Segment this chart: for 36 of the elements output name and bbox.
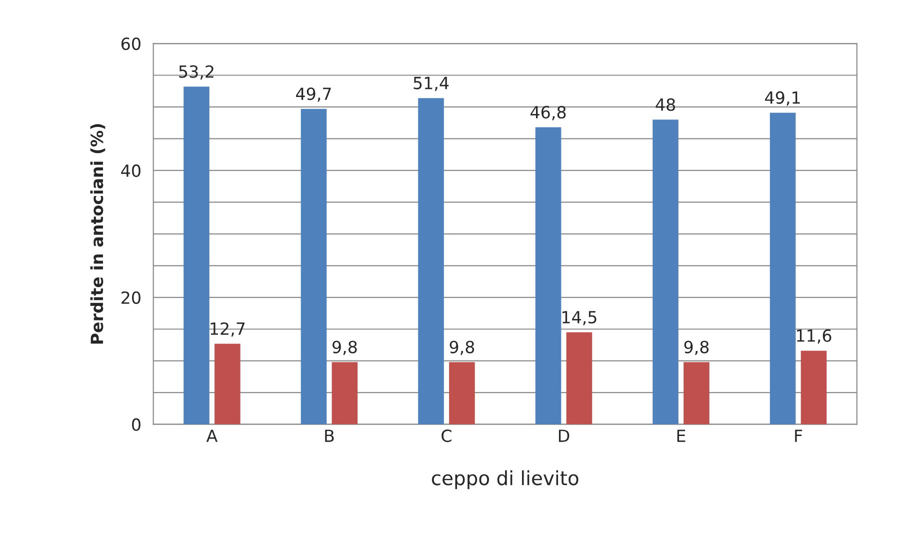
y-tick-label: 20 [122,291,140,304]
y-tick-label: 60 [121,37,140,50]
y-tick-label: 40 [121,164,140,178]
bar [418,98,444,424]
bar [449,362,475,424]
x-axis-title: ceppo di lievito [432,470,578,490]
bar [770,112,796,424]
x-tick-label: F [795,430,802,442]
bar [332,362,358,424]
x-tick-label: C [442,429,452,442]
data-label: 14,5 [562,311,596,326]
x-tick-label: E [677,430,686,442]
data-label: 46,8 [530,106,566,120]
data-label: 48 [656,98,675,111]
bar [566,332,592,424]
data-label: 53,2 [179,65,214,80]
bar [684,362,710,424]
bar [652,120,678,424]
y-tick-label: 0 [132,418,140,431]
data-label: 9,8 [332,340,357,356]
bar [535,127,562,424]
bar [800,350,827,424]
data-label: 9,8 [684,340,709,356]
y-axis-title: Perdite in antociani (%) [90,124,106,344]
data-label: 11,6 [797,329,832,344]
bar [300,108,327,424]
bar [214,344,240,424]
x-tick-label: D [558,430,570,442]
bar [184,86,210,424]
data-label: 49,7 [296,88,331,102]
data-label: 49,1 [765,91,800,106]
x-tick-label: A [206,430,218,442]
data-label: 12,7 [210,322,245,337]
data-label: 9,8 [450,340,474,356]
x-tick-label: B [325,430,334,442]
data-label: 51,4 [414,76,449,92]
